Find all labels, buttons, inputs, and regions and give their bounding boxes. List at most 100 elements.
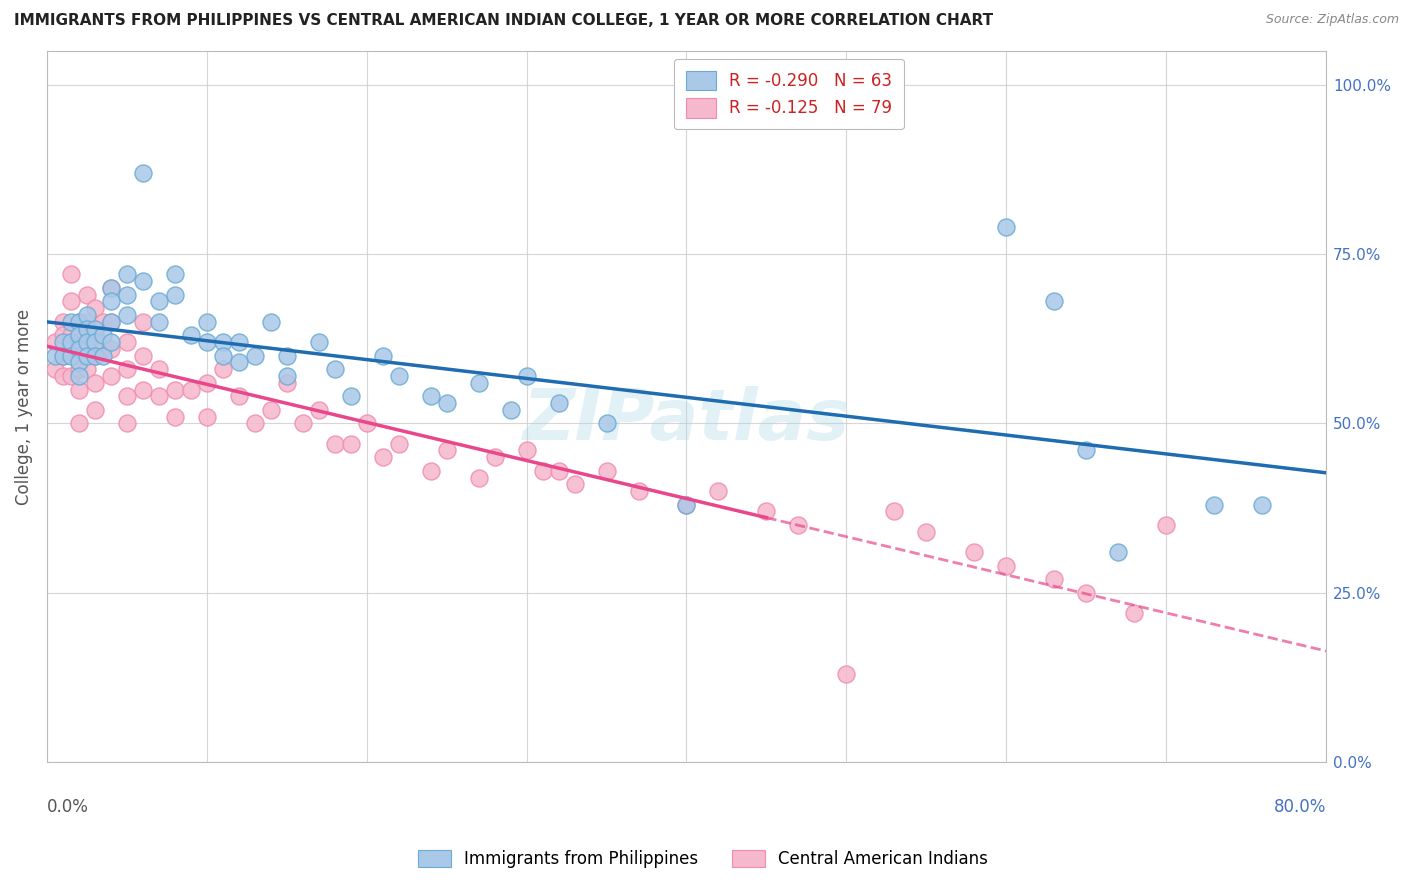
- Point: [76, 334, 98, 349]
- Point: [132, 166, 155, 180]
- Point: [148, 362, 170, 376]
- Point: [243, 349, 266, 363]
- Point: [163, 287, 186, 301]
- Point: [59, 315, 82, 329]
- Point: [148, 294, 170, 309]
- Point: [52, 328, 75, 343]
- Point: [388, 368, 411, 383]
- Text: 0.0%: 0.0%: [46, 797, 89, 816]
- Point: [100, 315, 122, 329]
- Point: [163, 383, 186, 397]
- Point: [115, 268, 138, 282]
- Point: [100, 281, 122, 295]
- Point: [627, 484, 650, 499]
- Point: [83, 328, 105, 343]
- Point: [44, 362, 66, 376]
- Point: [67, 315, 90, 329]
- Point: [59, 368, 82, 383]
- Point: [228, 389, 250, 403]
- Text: Source: ZipAtlas.com: Source: ZipAtlas.com: [1265, 13, 1399, 27]
- Point: [132, 349, 155, 363]
- Point: [516, 368, 538, 383]
- Point: [228, 334, 250, 349]
- Point: [100, 334, 122, 349]
- Point: [91, 342, 114, 356]
- Point: [115, 334, 138, 349]
- Point: [67, 417, 90, 431]
- Point: [419, 464, 441, 478]
- Point: [132, 315, 155, 329]
- Point: [1107, 545, 1129, 559]
- Point: [67, 334, 90, 349]
- Point: [595, 464, 617, 478]
- Point: [91, 315, 114, 329]
- Point: [1076, 443, 1098, 458]
- Point: [484, 450, 506, 465]
- Point: [163, 268, 186, 282]
- Point: [339, 389, 361, 403]
- Point: [195, 376, 218, 390]
- Legend: Immigrants from Philippines, Central American Indians: Immigrants from Philippines, Central Ame…: [411, 843, 995, 875]
- Point: [115, 389, 138, 403]
- Point: [83, 334, 105, 349]
- Point: [163, 409, 186, 424]
- Point: [76, 334, 98, 349]
- Point: [388, 436, 411, 450]
- Point: [83, 349, 105, 363]
- Point: [52, 349, 75, 363]
- Point: [132, 383, 155, 397]
- Point: [371, 450, 394, 465]
- Point: [291, 417, 314, 431]
- Point: [67, 383, 90, 397]
- Point: [67, 342, 90, 356]
- Point: [915, 524, 938, 539]
- Point: [100, 281, 122, 295]
- Point: [91, 349, 114, 363]
- Point: [76, 315, 98, 329]
- Point: [308, 334, 330, 349]
- Point: [180, 328, 202, 343]
- Point: [115, 362, 138, 376]
- Point: [547, 464, 569, 478]
- Point: [356, 417, 378, 431]
- Point: [115, 417, 138, 431]
- Point: [52, 315, 75, 329]
- Point: [467, 376, 489, 390]
- Point: [547, 396, 569, 410]
- Point: [59, 349, 82, 363]
- Point: [707, 484, 730, 499]
- Text: 80.0%: 80.0%: [1274, 797, 1326, 816]
- Point: [52, 368, 75, 383]
- Point: [995, 558, 1018, 573]
- Point: [76, 362, 98, 376]
- Point: [323, 362, 346, 376]
- Point: [211, 362, 233, 376]
- Point: [83, 349, 105, 363]
- Point: [195, 409, 218, 424]
- Point: [211, 349, 233, 363]
- Point: [436, 396, 458, 410]
- Point: [67, 355, 90, 369]
- Point: [963, 545, 986, 559]
- Point: [243, 417, 266, 431]
- Point: [323, 436, 346, 450]
- Point: [260, 402, 283, 417]
- Point: [132, 274, 155, 288]
- Point: [1154, 518, 1177, 533]
- Point: [76, 349, 98, 363]
- Point: [339, 436, 361, 450]
- Point: [100, 368, 122, 383]
- Point: [52, 349, 75, 363]
- Point: [83, 402, 105, 417]
- Point: [211, 334, 233, 349]
- Point: [276, 376, 298, 390]
- Point: [52, 334, 75, 349]
- Y-axis label: College, 1 year or more: College, 1 year or more: [15, 309, 32, 505]
- Point: [467, 470, 489, 484]
- Point: [1076, 586, 1098, 600]
- Point: [67, 368, 90, 383]
- Point: [276, 349, 298, 363]
- Point: [59, 328, 82, 343]
- Point: [76, 321, 98, 335]
- Point: [1043, 294, 1066, 309]
